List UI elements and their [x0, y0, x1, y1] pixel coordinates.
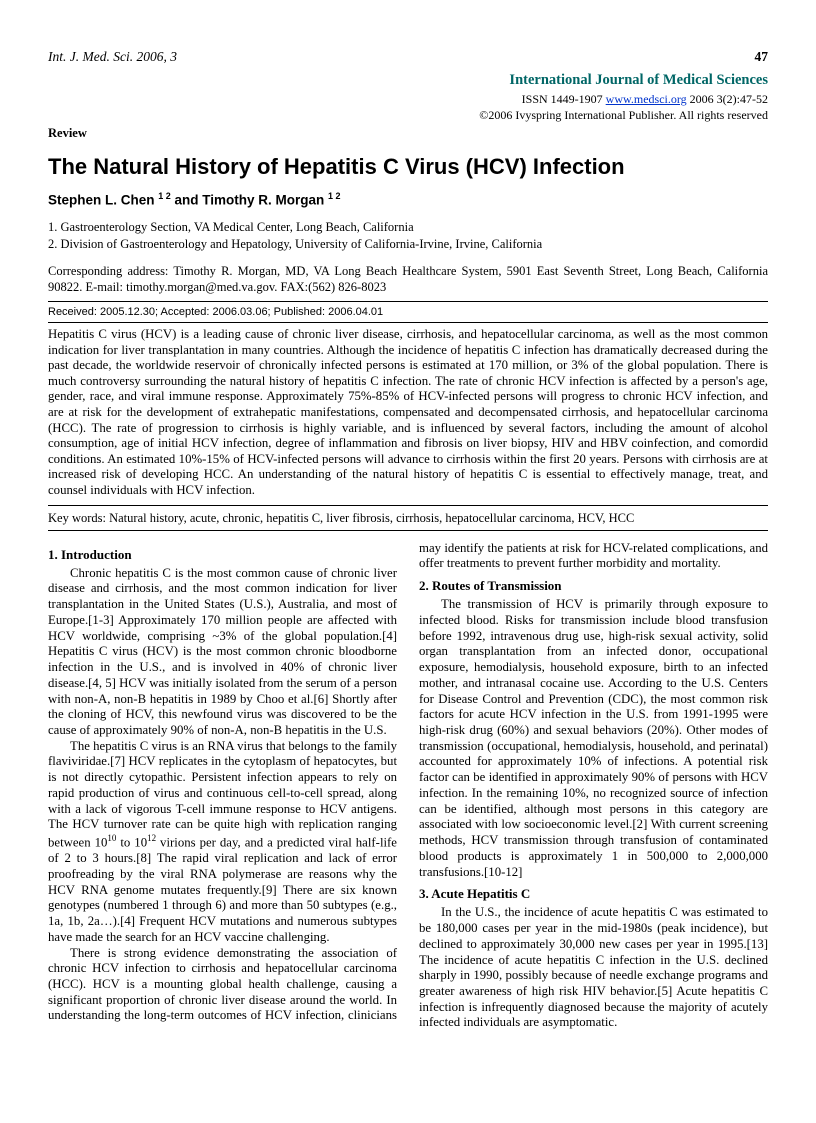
header-year: 2006, 3: [136, 49, 177, 64]
exponent-12: 12: [147, 833, 156, 843]
s1p2-part-c: virions per day, and a predicted viral h…: [48, 835, 397, 943]
journal-title: International Journal of Medical Science…: [48, 71, 768, 91]
section-1-para-2: The hepatitis C virus is an RNA virus th…: [48, 739, 397, 946]
s1p2-part-a: The hepatitis C virus is an RNA virus th…: [48, 739, 397, 850]
issn-prefix: ISSN 1449-1907: [522, 92, 603, 106]
page-number: 47: [755, 48, 769, 65]
author-1: Stephen L. Chen: [48, 193, 158, 208]
author-2-affil-sup: 1 2: [328, 191, 341, 201]
section-1-para-1: Chronic hepatitis C is the most common c…: [48, 566, 397, 739]
header-left: Int. J. Med. Sci. 2006, 3: [48, 48, 177, 65]
copyright-line: ©2006 Ivyspring International Publisher.…: [48, 107, 768, 123]
section-1-heading: 1. Introduction: [48, 547, 397, 563]
affiliation-2: 2. Division of Gastroenterology and Hepa…: [48, 236, 768, 253]
journal-url-link[interactable]: www.medsci.org: [606, 92, 687, 106]
s1p2-part-b: to 10: [116, 835, 147, 849]
affiliations-block: 1. Gastroenterology Section, VA Medical …: [48, 219, 768, 253]
affiliation-1: 1. Gastroenterology Section, VA Medical …: [48, 219, 768, 236]
running-header: Int. J. Med. Sci. 2006, 3 47: [48, 48, 768, 65]
journal-abbrev: Int. J. Med. Sci.: [48, 49, 133, 64]
section-3-heading: 3. Acute Hepatitis C: [419, 886, 768, 902]
author-sep: and Timothy R. Morgan: [171, 193, 328, 208]
body-columns: 1. Introduction Chronic hepatitis C is t…: [48, 541, 768, 1032]
abstract-text: Hepatitis C virus (HCV) is a leading cau…: [48, 327, 768, 506]
author-1-affil-sup: 1 2: [158, 191, 171, 201]
article-type-label: Review: [48, 125, 768, 141]
citation: 2006 3(2):47-52: [690, 92, 768, 106]
keywords-line: Key words: Natural history, acute, chron…: [48, 510, 768, 531]
section-2-para-1: The transmission of HCV is primarily thr…: [419, 597, 768, 880]
issn-line: ISSN 1449-1907 www.medsci.org 2006 3(2):…: [48, 91, 768, 107]
article-dates: Received: 2005.12.30; Accepted: 2006.03.…: [48, 301, 768, 323]
corresponding-address: Corresponding address: Timothy R. Morgan…: [48, 263, 768, 295]
section-3-para-1: In the U.S., the incidence of acute hepa…: [419, 905, 768, 1031]
section-2-heading: 2. Routes of Transmission: [419, 578, 768, 594]
article-title: The Natural History of Hepatitis C Virus…: [48, 153, 768, 181]
journal-info-block: International Journal of Medical Science…: [48, 71, 768, 123]
authors-line: Stephen L. Chen 1 2 and Timothy R. Morga…: [48, 191, 768, 209]
